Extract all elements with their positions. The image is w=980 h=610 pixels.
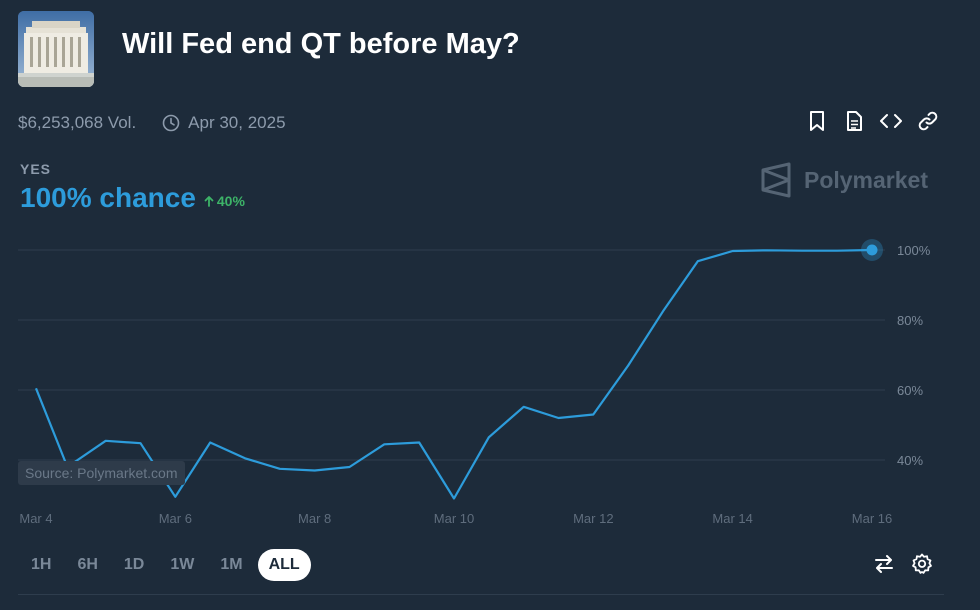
current-point — [866, 244, 878, 256]
brand-name: Polymarket — [803, 166, 928, 193]
market-actions — [805, 109, 940, 133]
range-1m[interactable]: 1M — [220, 556, 243, 573]
market-meta: $6,253,068 Vol. Apr 30, 2025 — [18, 112, 286, 134]
swap-arrows-icon — [875, 555, 893, 573]
rules-button[interactable] — [842, 109, 866, 133]
range-all[interactable]: ALL — [257, 549, 311, 581]
market-title: Will Fed end QT before May? — [122, 28, 520, 60]
volume-text: $6,253,068 Vol. — [18, 113, 137, 132]
arrow-up-icon — [204, 196, 214, 207]
chance-row: 100% chance 40% — [20, 182, 245, 214]
embed-button[interactable] — [879, 109, 903, 133]
polymarket-logo-icon — [761, 162, 791, 198]
copy-link-button[interactable] — [916, 109, 940, 133]
embed-code-icon — [880, 114, 902, 128]
chance-change: 40% — [204, 193, 245, 209]
x-tick-label: Mar 6 — [159, 511, 192, 526]
market-thumbnail — [18, 11, 94, 87]
clock-icon — [162, 114, 180, 132]
swap-outcome-button[interactable] — [872, 552, 896, 576]
y-tick-label: 100% — [897, 243, 931, 258]
probability-chart: 40% 60% 80% 100% Mar 4 Mar 6 Mar 8 Mar 10 Mar 1… — [18, 239, 931, 526]
x-tick-label: Mar 10 — [434, 511, 474, 526]
range-1d[interactable]: 1D — [123, 556, 145, 573]
x-tick-label: Mar 14 — [712, 511, 752, 526]
time-range-selector: 1H 6H 1D 1W 1M ALL — [20, 549, 311, 581]
chart-tools — [872, 552, 934, 576]
chance-value: 100% chance — [20, 182, 196, 213]
end-date-text: Apr 30, 2025 — [188, 113, 286, 132]
bookmark-button[interactable] — [805, 109, 829, 133]
range-6h[interactable]: 6H — [77, 556, 98, 573]
outcome-label: YES — [20, 161, 52, 177]
document-icon — [847, 111, 862, 131]
range-1w[interactable]: 1W — [170, 556, 195, 573]
y-tick-label: 60% — [897, 383, 923, 398]
y-tick-label: 40% — [897, 453, 923, 468]
polymarket-watermark: Polymarket — [760, 162, 928, 198]
bottom-divider — [18, 594, 944, 595]
x-tick-label: Mar 8 — [298, 511, 331, 526]
x-tick-label: Mar 16 — [852, 511, 892, 526]
y-tick-label: 80% — [897, 313, 923, 328]
x-tick-label: Mar 12 — [573, 511, 613, 526]
x-tick-label: Mar 4 — [19, 511, 52, 526]
yes-series-line — [34, 248, 873, 500]
bookmark-icon — [810, 111, 824, 131]
chart-settings-button[interactable] — [910, 552, 934, 576]
chart-source: Source: Polymarket.com — [18, 461, 185, 485]
gear-icon — [912, 553, 932, 574]
chance-change-text: 40% — [216, 193, 245, 209]
federal-reserve-building-image — [18, 11, 94, 87]
range-1h[interactable]: 1H — [31, 556, 52, 573]
link-icon — [918, 111, 938, 131]
